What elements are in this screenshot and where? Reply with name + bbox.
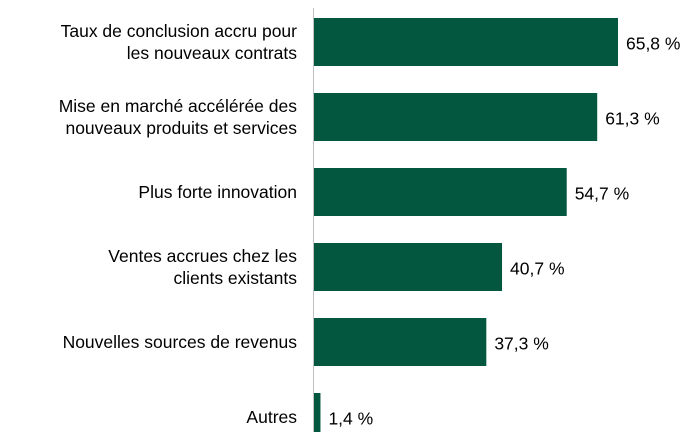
value-label: 61,3 %	[605, 108, 660, 129]
category-label: Taux de conclusion accru pour les nouvea…	[60, 21, 297, 63]
value-label: 40,7 %	[510, 258, 565, 279]
category-label: Ventes accrues chez les clients existant…	[108, 246, 297, 288]
bar	[314, 93, 598, 141]
bar	[314, 243, 503, 291]
value-label: 1,4 %	[328, 408, 374, 429]
bar	[314, 393, 321, 432]
bar	[314, 318, 487, 366]
value-label: 54,7 %	[574, 183, 630, 204]
category-label: Nouvelles sources de revenus	[62, 332, 297, 352]
value-label: 37,3 %	[494, 333, 549, 354]
category-label: Autres	[246, 407, 297, 427]
bar	[314, 18, 618, 66]
category-label: Mise en marché accélérée des nouveaux pr…	[58, 96, 297, 138]
bar	[314, 168, 567, 216]
category-label: Plus forte innovation	[138, 182, 297, 202]
value-label: 65,8 %	[625, 33, 681, 54]
